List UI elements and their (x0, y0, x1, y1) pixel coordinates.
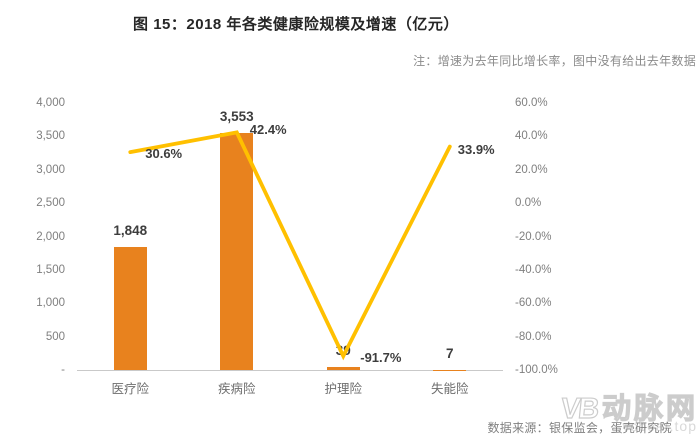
x-axis-category-label: 疾病险 (217, 382, 256, 396)
y-axis-left-tick: 1,500 (36, 263, 65, 276)
y-axis-left: 4,000 3,500 3,000 2,500 2,000 1,500 1,000 500 - (0, 97, 65, 376)
line-value-label: 33.9% (457, 141, 495, 157)
growth-line (128, 130, 452, 361)
watermark-name: 动脉网 (601, 393, 698, 425)
data-source: 数据来源：银保监会，蛋壳研究院 (487, 421, 672, 435)
bar-value-label: 3,553 (219, 108, 254, 124)
y-axis-left-tick: 500 (45, 330, 65, 343)
bar (220, 132, 254, 370)
y-axis-right-tick: 20.0% (515, 163, 548, 176)
y-axis-right-tick: -80.0% (515, 330, 552, 343)
chart-title: 图 15：2018 年各类健康险规模及增速（亿元） (133, 16, 459, 33)
x-axis-category-label: 失能险 (430, 382, 469, 396)
chart-area: 4,000 3,500 3,000 2,500 2,000 1,500 1,000 500- … (36, 97, 558, 396)
x-axis-category-label: 护理险 (324, 382, 362, 396)
bar (433, 369, 467, 370)
bar (326, 367, 360, 370)
y-axis-left-tick: 4,000 (36, 97, 65, 109)
y-axis-right-tick: -20.0% (515, 230, 552, 243)
y-axis-right-tick: 0.0% (515, 197, 542, 210)
chart-note: 注：增速为去年同比增长率，图中没有给出去年数据 (413, 54, 696, 68)
y-axis-right-tick: 40.0% (515, 130, 548, 143)
y-axis-left-tick: 3,500 (36, 130, 65, 143)
y-axis-right-tick: -60.0% (515, 297, 552, 310)
watermark-url: vcbeat.top (622, 418, 697, 434)
plot-area: 1,848 3,553 39 7 医疗险 疾病险 护理险 失能险 30.6% 42.4% -91.7… (77, 103, 503, 396)
bar (113, 246, 147, 370)
line-value-label: 30.6% (145, 146, 183, 162)
y-axis-left-tick: 2,000 (36, 230, 65, 243)
line-value-label: 42.4% (249, 122, 287, 138)
y-axis-left-tick: 1,000 (36, 297, 65, 310)
y-axis-right-tick: 60.0% (515, 97, 548, 109)
y-axis-right-tick: -100.0% (515, 364, 558, 376)
y-axis-right: 60.0% 40.0% 20.0% 0.0% -20.0% -40.0% -60.0% -80… (515, 97, 590, 376)
bar-value-label: 1,848 (113, 222, 148, 238)
y-axis-left-tick: - (61, 364, 65, 376)
x-axis-category-label: 医疗险 (111, 382, 149, 396)
y-axis-right-tick: -40.0% (515, 263, 552, 276)
line-value-label: -91.7% (360, 350, 402, 366)
bar-value-label: 7 (445, 345, 454, 361)
y-axis-left-tick: 3,000 (36, 163, 65, 176)
y-axis-left-tick: 2,500 (36, 197, 65, 210)
watermark: VB 动脉网 (558, 392, 698, 425)
